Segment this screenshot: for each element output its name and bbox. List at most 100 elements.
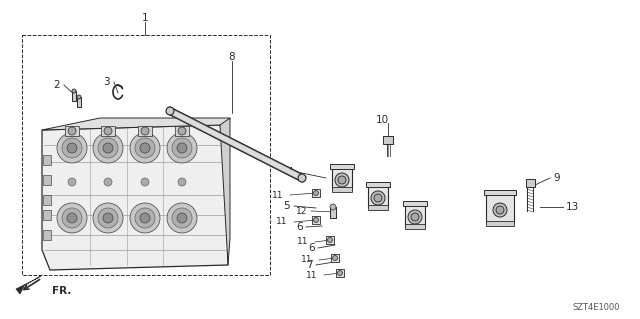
Bar [332,167,352,189]
Text: 11: 11 [275,218,287,226]
Circle shape [337,271,342,276]
Bar [484,190,516,195]
Circle shape [141,127,149,135]
Circle shape [140,213,150,223]
Circle shape [167,203,197,233]
Circle shape [167,133,197,163]
Bar [486,221,514,226]
Bar [403,201,427,206]
Circle shape [493,203,507,217]
Circle shape [328,238,333,242]
Circle shape [177,143,187,153]
Bar [312,216,320,224]
Text: 3: 3 [104,77,110,87]
Text: 8: 8 [228,52,236,62]
FancyArrowPatch shape [24,279,40,290]
Bar [405,204,425,226]
Bar [526,179,535,187]
Circle shape [135,208,155,228]
Circle shape [496,206,504,214]
Circle shape [371,191,385,205]
Circle shape [130,203,160,233]
Circle shape [130,133,160,163]
Bar [330,207,336,218]
Circle shape [68,127,76,135]
Circle shape [172,138,192,158]
Circle shape [166,107,174,115]
Text: 2: 2 [53,80,60,90]
Circle shape [93,133,123,163]
Text: 13: 13 [566,202,579,212]
Circle shape [98,208,118,228]
Circle shape [93,203,123,233]
Polygon shape [16,275,42,294]
Circle shape [104,127,112,135]
Circle shape [77,95,81,99]
Circle shape [57,133,87,163]
Bar [326,236,334,244]
Text: 6: 6 [308,243,315,253]
Bar [368,185,388,207]
Bar [43,210,51,220]
Circle shape [314,190,319,196]
Bar [366,182,390,187]
Circle shape [62,138,82,158]
Bar [43,175,51,185]
Circle shape [104,178,112,186]
Bar [330,164,354,169]
Polygon shape [220,118,230,265]
Circle shape [408,210,422,224]
Bar [368,205,388,210]
Bar [486,193,514,223]
Circle shape [103,213,113,223]
Text: 5: 5 [284,201,290,211]
Text: 11: 11 [305,271,317,279]
Text: 6: 6 [296,222,303,232]
Text: SZT4E1000: SZT4E1000 [573,303,620,313]
Bar [65,126,79,136]
Bar [43,230,51,240]
Circle shape [103,143,113,153]
Polygon shape [42,118,230,130]
Bar [43,155,51,165]
Bar [22,35,270,275]
Text: 10: 10 [376,115,388,125]
Text: 9: 9 [553,173,559,183]
Bar [138,126,152,136]
Text: 11: 11 [271,190,283,199]
Circle shape [338,176,346,184]
Circle shape [314,218,319,222]
Bar [332,187,352,192]
Circle shape [98,138,118,158]
Text: FR.: FR. [52,286,72,296]
Circle shape [140,143,150,153]
Bar [312,189,320,197]
Bar [43,195,51,205]
Circle shape [68,178,76,186]
Bar [101,126,115,136]
Text: 11: 11 [301,256,312,264]
Circle shape [177,213,187,223]
Polygon shape [42,125,228,270]
Circle shape [298,174,306,182]
Circle shape [374,194,382,202]
Bar [331,254,339,262]
Bar [175,126,189,136]
Circle shape [57,203,87,233]
Bar [72,91,76,101]
Text: 11: 11 [296,238,308,247]
Text: 12: 12 [296,206,307,216]
Bar [383,136,393,144]
Bar [77,97,81,107]
Bar [336,269,344,277]
Circle shape [141,178,149,186]
Circle shape [172,208,192,228]
Circle shape [62,208,82,228]
Circle shape [178,178,186,186]
Bar [405,224,425,229]
Circle shape [178,127,186,135]
Circle shape [72,89,76,93]
Circle shape [67,143,77,153]
Text: 4: 4 [286,167,293,177]
Circle shape [135,138,155,158]
